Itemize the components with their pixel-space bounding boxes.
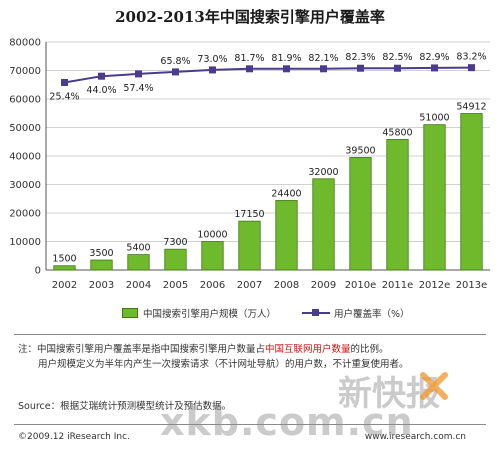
legend-label-users: 中国搜索引擎用户规模（万人） (143, 309, 277, 320)
coverage-value-label: 25.4% (49, 91, 79, 102)
coverage-marker (283, 65, 290, 73)
bar-value-label: 5400 (126, 243, 150, 254)
bar (53, 265, 76, 271)
coverage-marker (394, 64, 401, 72)
x-tick-label: 2009 (311, 280, 336, 291)
x-tick-label: 2002 (52, 280, 77, 291)
note-prefix: 注： (18, 344, 38, 355)
footer-copyright: ©2009.12 iResearch Inc. (18, 432, 130, 442)
coverage-value-label: 65.8% (160, 56, 190, 67)
y-tick-label: 80000 (9, 38, 41, 49)
divider-top (14, 334, 486, 335)
y-tick-label: 0 (35, 266, 41, 277)
y-tick-label: 50000 (9, 123, 41, 134)
x-tick-label: 2005 (163, 280, 188, 291)
x-tick-label: 2007 (237, 280, 262, 291)
coverage-marker (209, 66, 216, 74)
y-tick-label: 70000 (9, 66, 41, 77)
coverage-value-label: 82.5% (382, 52, 412, 63)
coverage-marker (246, 65, 253, 73)
bar-value-label: 10000 (197, 230, 227, 241)
bar-value-label: 39500 (345, 145, 375, 156)
bar (423, 124, 446, 271)
coverage-marker (431, 64, 438, 72)
coverage-value-label: 73.0% (197, 54, 227, 65)
bar (238, 220, 261, 271)
coverage-value-label: 81.7% (234, 53, 264, 64)
legend-item-users: 中国搜索引擎用户规模（万人） (122, 306, 276, 320)
coverage-value-label: 83.2% (456, 52, 486, 63)
bar-value-label: 51000 (419, 113, 449, 124)
x-tick-label: 2012e (419, 280, 451, 291)
watermark-domain: xkb.com.cn (160, 400, 414, 444)
bar (349, 157, 372, 271)
x-tick-label: 2013e (456, 280, 488, 291)
note-text-b: 的比例。 (350, 344, 389, 355)
chart-title: 2002-2013年中国搜索引擎用户覆盖率 (115, 8, 385, 26)
y-tick-label: 20000 (9, 209, 41, 220)
coverage-value-label: 57.4% (123, 83, 153, 94)
bar-value-label: 1500 (52, 254, 76, 265)
coverage-marker (61, 78, 68, 86)
coverage-marker (135, 70, 142, 78)
legend: 中国搜索引擎用户规模（万人） 用户覆盖率（%） (0, 306, 500, 322)
coverage-line (64, 66, 472, 84)
bar-value-label: 17150 (234, 209, 264, 220)
coverage-value-label: 82.3% (345, 52, 375, 63)
note-line-1: 注：中国搜索引擎用户覆盖率是指中国搜索引擎用户数量占中国互联网用户数量的比例。 (18, 342, 488, 357)
bar (275, 200, 298, 271)
source-note: Source：根据艾瑞统计预测模型统计及预估数据。 (18, 401, 232, 412)
bar-value-label: 45800 (382, 127, 412, 138)
note-text-a: 中国搜索引擎用户覆盖率是指中国搜索引擎用户数量占 (37, 344, 266, 355)
x-tick-label: 2004 (126, 280, 151, 291)
x-tick-label: 2003 (89, 280, 114, 291)
coverage-marker (98, 72, 105, 80)
coverage-value-label: 82.1% (308, 53, 338, 64)
chart: 0 10000 20000 30000 40000 50000 60000 70000 8000… (9, 38, 490, 291)
legend-swatch-bar (122, 308, 138, 318)
coverage-marker (172, 68, 179, 76)
x-tick-label: 2006 (200, 280, 225, 291)
note-text-red: 中国互联网用户数量 (265, 344, 351, 355)
bar (386, 139, 409, 271)
y-tick-label: 60000 (9, 95, 41, 106)
y-tick-label: 30000 (9, 180, 41, 191)
coverage-marker (357, 64, 364, 72)
bar (312, 178, 335, 271)
bar (460, 113, 483, 271)
coverage-marker (468, 64, 475, 72)
x-tick-label: 2011e (382, 280, 414, 291)
legend-item-coverage: 用户覆盖率（%） (302, 306, 410, 320)
y-tick-label: 10000 (9, 237, 41, 248)
bar-value-label: 7300 (163, 237, 187, 248)
coverage-value-label: 82.9% (419, 52, 449, 63)
footer-site: www.iresearch.com.cn (364, 432, 466, 442)
x-tick-label: 2008 (274, 280, 299, 291)
bar (164, 248, 187, 271)
coverage-marker (320, 65, 327, 73)
legend-swatch-line (302, 308, 330, 318)
bar-value-label: 54912 (456, 102, 486, 113)
notes: 注：中国搜索引擎用户覆盖率是指中国搜索引擎用户数量占中国互联网用户数量的比例。 … (18, 342, 488, 372)
y-tick-label: 40000 (9, 152, 41, 163)
note-line-2: 用户规模定义为半年内产生一次搜索请求（不计网址导航）的用户数，不计重复使用者。 (38, 359, 409, 370)
coverage-value-label: 44.0% (86, 85, 116, 96)
bar-value-label: 3500 (89, 248, 113, 259)
bar (90, 259, 113, 271)
bar (201, 241, 224, 271)
legend-label-coverage: 用户覆盖率（%） (334, 309, 410, 320)
watermark-logo-icon (420, 372, 448, 400)
bar (127, 254, 150, 271)
divider-bottom (14, 424, 486, 425)
bar-value-label: 32000 (308, 167, 338, 178)
bar-value-label: 24400 (271, 188, 301, 199)
coverage-value-label: 81.9% (271, 53, 301, 64)
x-tick-label: 2010e (345, 280, 377, 291)
